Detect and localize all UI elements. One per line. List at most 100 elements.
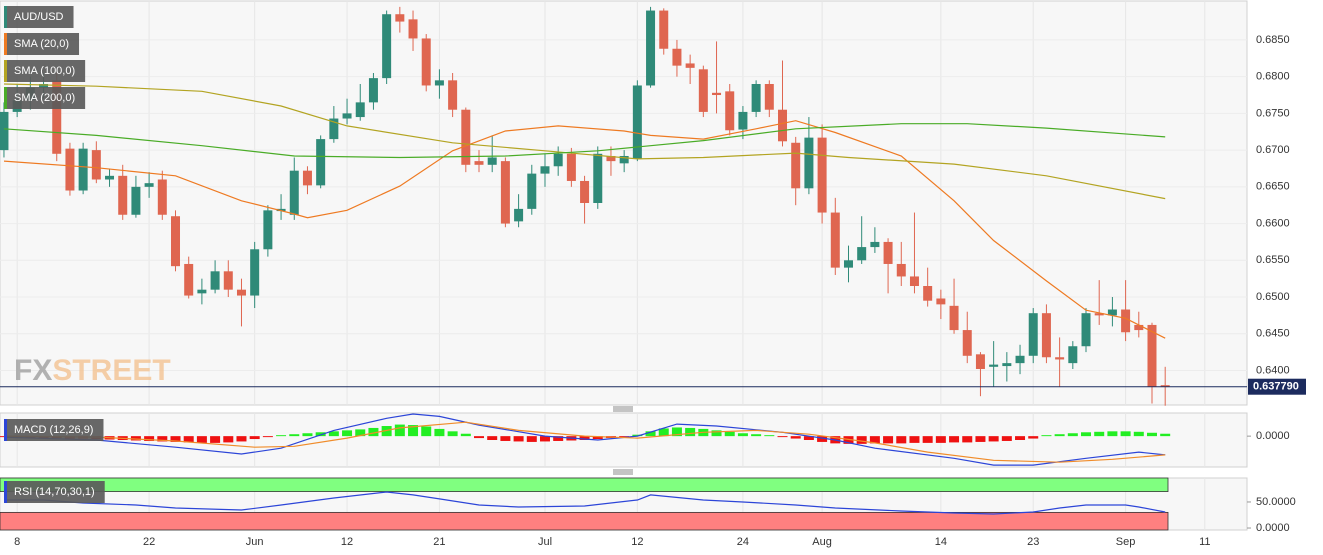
candle-body bbox=[210, 271, 220, 290]
candle-body bbox=[382, 14, 392, 79]
histogram-bar bbox=[1028, 436, 1039, 439]
legend-label: RSI (14,70,30,1) bbox=[14, 486, 95, 498]
line-series bbox=[3, 123, 1166, 159]
histogram-bar bbox=[988, 436, 999, 442]
x-tick-label: Aug bbox=[812, 536, 832, 548]
candle-body bbox=[1002, 363, 1012, 367]
histogram-bar bbox=[500, 436, 511, 441]
legend-swatch bbox=[4, 60, 7, 82]
x-tick-label: 11 bbox=[1199, 536, 1210, 548]
candle-body bbox=[659, 10, 669, 49]
candle-body bbox=[672, 48, 682, 66]
candle-body bbox=[171, 216, 181, 267]
candle-body bbox=[712, 92, 722, 96]
histogram-bar bbox=[421, 426, 432, 437]
legend-swatch bbox=[4, 481, 7, 503]
legend-label: SMA (100,0) bbox=[14, 65, 75, 77]
candle-body bbox=[157, 179, 167, 215]
candle-body bbox=[580, 180, 590, 203]
histogram-bar bbox=[1094, 431, 1105, 437]
splitter[interactable] bbox=[613, 469, 633, 475]
candle-body bbox=[1055, 357, 1065, 360]
candle-body bbox=[514, 208, 524, 222]
histogram-bar bbox=[236, 436, 247, 442]
histogram-bar bbox=[447, 431, 458, 437]
candle-body bbox=[962, 330, 972, 356]
candle-body bbox=[646, 10, 656, 86]
y-tick-label: 0.6700 bbox=[1256, 144, 1290, 156]
last-price-box bbox=[1248, 378, 1306, 395]
x-tick-label: Jul bbox=[538, 536, 552, 548]
histogram-bar bbox=[1001, 436, 1012, 441]
legend-box bbox=[4, 6, 74, 28]
candle-body bbox=[593, 153, 603, 203]
candle-body bbox=[329, 118, 339, 140]
legend-swatch bbox=[4, 87, 7, 109]
histogram-bar bbox=[1054, 434, 1065, 437]
histogram-bar bbox=[658, 428, 669, 437]
candle-body bbox=[738, 111, 748, 130]
candle-body bbox=[883, 241, 893, 264]
oversold-band bbox=[0, 511, 1169, 531]
candle-body bbox=[870, 241, 880, 248]
histogram-bar bbox=[896, 436, 907, 444]
candle-body bbox=[566, 153, 576, 181]
histogram-bar bbox=[553, 436, 564, 441]
candle-body bbox=[685, 63, 695, 68]
last-price-label: 0.637790 bbox=[1253, 381, 1299, 393]
candle-body bbox=[804, 137, 814, 189]
histogram-bar bbox=[262, 436, 273, 438]
candle-body bbox=[632, 85, 642, 159]
candle-body bbox=[118, 175, 128, 215]
histogram-bar bbox=[751, 434, 762, 437]
histogram-bar bbox=[355, 429, 366, 437]
candle-body bbox=[500, 161, 510, 224]
histogram-bar bbox=[790, 436, 801, 439]
histogram-bar bbox=[302, 433, 313, 437]
y-tick-label: 0.0000 bbox=[1256, 522, 1290, 534]
candle-body bbox=[263, 210, 273, 250]
x-tick-label: 24 bbox=[737, 536, 749, 548]
candle-body bbox=[817, 137, 827, 213]
histogram-bar bbox=[1067, 433, 1078, 437]
candle-body bbox=[830, 212, 840, 268]
histogram-bar bbox=[170, 436, 181, 442]
candle-body bbox=[52, 80, 62, 154]
candle-body bbox=[487, 157, 497, 165]
candle-body bbox=[302, 170, 312, 186]
splitter[interactable] bbox=[613, 406, 633, 412]
y-tick-label: 0.6650 bbox=[1256, 181, 1290, 193]
candle-body bbox=[65, 148, 75, 191]
candle-body bbox=[0, 111, 9, 151]
histogram-bar bbox=[685, 427, 696, 437]
histogram-bar bbox=[619, 436, 630, 438]
line-series bbox=[3, 120, 1166, 339]
watermark: FX bbox=[14, 354, 52, 387]
y-tick-label: 0.6850 bbox=[1256, 34, 1290, 46]
histogram-bar bbox=[249, 436, 260, 440]
candle-body bbox=[1147, 324, 1157, 387]
legend-box bbox=[4, 419, 104, 441]
line-series bbox=[3, 413, 1166, 466]
price-panel bbox=[0, 0, 1248, 406]
legend-label: MACD (12,26,9) bbox=[14, 424, 93, 436]
candle-body bbox=[1081, 313, 1091, 347]
y-tick-label: 0.6750 bbox=[1256, 107, 1290, 119]
candle-body bbox=[421, 38, 431, 86]
candle-body bbox=[923, 286, 933, 301]
legend-box bbox=[4, 33, 80, 55]
candle-body bbox=[619, 155, 629, 164]
x-tick-label: 22 bbox=[143, 536, 155, 548]
legend-label: AUD/USD bbox=[14, 11, 64, 23]
histogram-bar bbox=[764, 435, 775, 437]
histogram-bar bbox=[856, 436, 867, 444]
histogram-bar bbox=[724, 431, 735, 437]
histogram-bar bbox=[487, 436, 498, 440]
histogram-bar bbox=[1160, 433, 1171, 437]
line-series bbox=[4, 491, 1166, 515]
legend-swatch bbox=[4, 419, 7, 441]
histogram-bar bbox=[328, 431, 339, 437]
candle-body bbox=[909, 276, 919, 287]
candle-body bbox=[78, 148, 88, 191]
